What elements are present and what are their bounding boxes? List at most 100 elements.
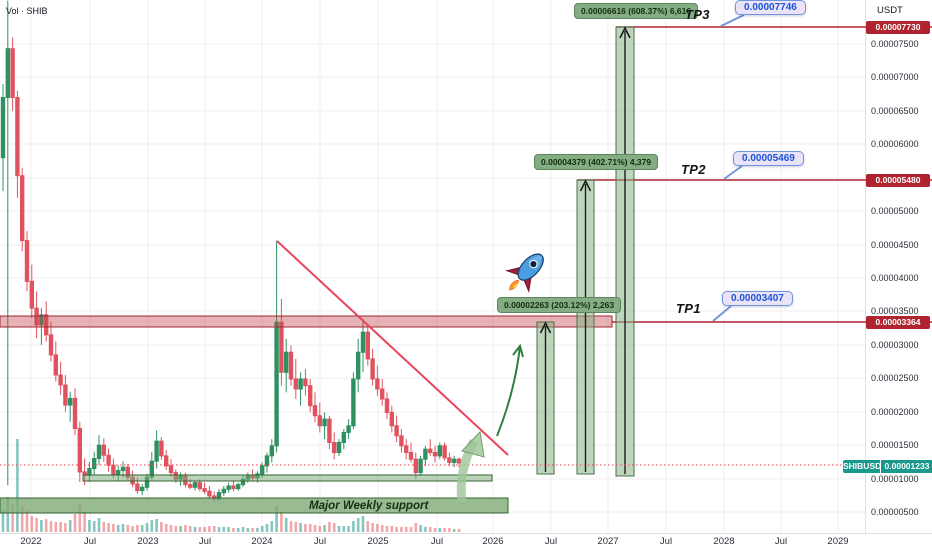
price-level-tag-TP1: 0.00003364 [866,316,930,329]
price-callout-TP1[interactable]: 0.00003407 [722,291,793,306]
volume-bar [356,518,360,532]
candle-body [351,378,356,427]
price-tick-label: 0.00003000 [871,340,919,350]
last-price-value-tag: 0.00001233 [881,460,932,473]
volume-bar [395,527,398,532]
candle-body [303,378,308,387]
time-tick-label: 2027 [597,536,619,547]
volume-bar [366,521,370,532]
volume-bar [64,523,67,532]
time-tick-label: Jul [544,536,558,547]
candle-body [10,48,15,98]
candle-body [308,385,313,407]
resistance-band[interactable] [0,315,613,328]
candle-body [288,351,294,380]
projection-arrow-head [619,26,631,39]
thin-up-arrow-head[interactable] [512,343,524,358]
candle-body [92,458,97,470]
minor-support-zone[interactable] [82,474,493,482]
volume-bar [265,524,269,532]
volume-bar [270,521,274,532]
candle-body [231,485,236,490]
measure-label-TP1[interactable]: 0.00002263 (203.12%) 2,263 [497,297,622,313]
volume-bar [222,527,226,532]
volume-bar [184,525,187,532]
time-tick-label: 2026 [482,536,504,547]
volume-bar [337,526,341,532]
volume-bar [6,497,10,532]
volume-indicator-legend[interactable]: Vol · SHIB [6,6,48,16]
volume-bar [328,522,331,532]
price-callout-TP3[interactable]: 0.00007746 [735,0,806,15]
volume-bar [25,510,29,532]
volume-bar [275,506,278,532]
measure-label-TP2[interactable]: 0.00004379 (402.71%) 4,379 [534,154,659,170]
price-callout-TP2[interactable]: 0.00005469 [733,151,804,166]
volume-bar [131,526,134,532]
candle-body [116,470,121,476]
volume-bar [323,525,326,532]
candle-body [404,445,409,454]
time-tick-label: Jul [430,536,444,547]
candle-body [336,441,342,454]
candle-body [15,96,20,177]
major-support-zone[interactable] [0,497,509,514]
candle-body [432,452,438,457]
volume-bar [347,526,350,532]
price-level-tag-TP2: 0.00005480 [866,174,930,187]
thick-up-arrow-head[interactable] [461,430,485,458]
support-zone-label[interactable]: Major Weekly support [309,500,429,512]
candle-body [269,445,275,457]
candle-body [159,440,164,457]
candle-body [106,454,111,466]
volume-bar [145,523,149,532]
volume-bar [59,522,62,532]
candle-body [0,96,6,159]
candle-body [58,374,63,386]
time-tick-label: 2023 [137,536,159,547]
volume-bar [260,526,264,532]
volume-bar [380,525,384,532]
candle-body [365,331,371,360]
volume-bar [304,524,307,532]
callout-tail [723,165,743,180]
price-tick-label: 0.00007000 [871,72,919,82]
candle-body [24,240,30,282]
candle-body [413,458,419,474]
descending-trendline[interactable] [276,240,509,456]
candle-body [370,358,375,380]
candle-body [192,482,198,488]
volume-bar [390,526,394,532]
tp-label-TP3[interactable]: TP3 [685,7,710,22]
volume-bar [116,525,120,532]
volume-bar [174,526,178,532]
candle-body [274,321,279,447]
volume-bar [1,510,5,532]
candle-body [87,468,92,476]
projection-arrow-head [539,321,552,334]
volume-bar [78,504,82,532]
thin-up-arrow-shaft[interactable] [496,345,521,437]
candle-body [284,351,289,373]
price-tick-label: 0.00002500 [871,373,919,383]
volume-bar [457,529,461,532]
volume-bar [169,525,173,532]
measure-label-TP3[interactable]: 0.00006616 (608.37%) 6,616 [574,3,699,19]
tp-label-TP2[interactable]: TP2 [681,162,706,177]
candle-body [164,455,169,467]
tp-label-TP1[interactable]: TP1 [676,301,701,316]
candle-body [408,452,414,460]
time-tick-label: Jul [659,536,673,547]
volume-bar [107,523,110,532]
candle-body [322,418,327,427]
rocket-icon[interactable] [504,244,552,303]
candle-body [154,440,159,462]
projection-arrow-head [579,179,592,192]
volume-bar [452,529,456,532]
volume-bar [299,523,302,532]
candle-body [236,484,241,490]
volume-bar [54,522,58,532]
candle-body [399,435,404,447]
time-tick-label: 2028 [713,536,735,547]
